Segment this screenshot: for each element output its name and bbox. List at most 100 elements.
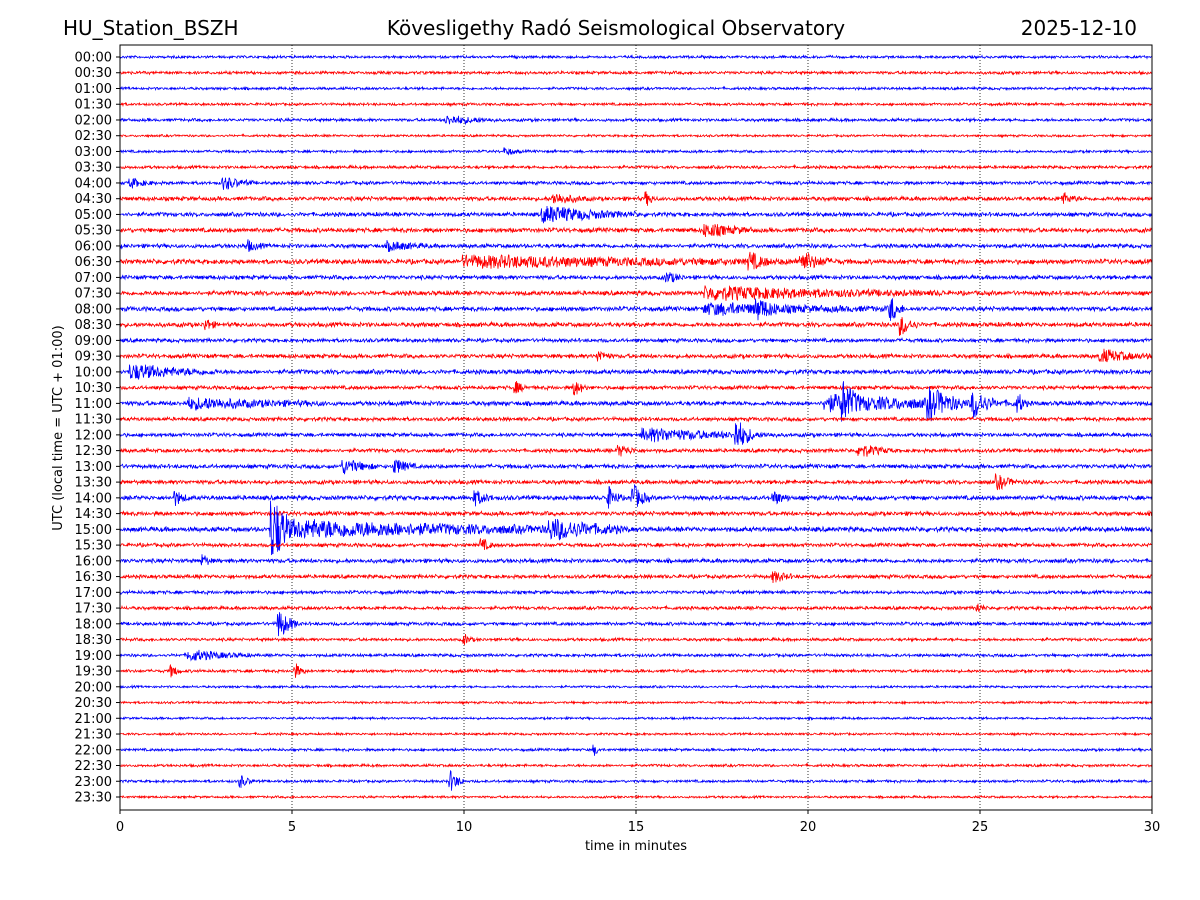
y-tick-label: 01:30 (75, 98, 112, 113)
trace-0200 (119, 115, 1153, 126)
y-tick-label: 02:30 (75, 129, 112, 144)
x-tick-label: 0 (116, 820, 124, 835)
y-tick-label: 17:00 (75, 586, 112, 601)
trace-2230 (119, 762, 1153, 769)
trace-2330 (120, 794, 1153, 800)
trace-1500 (119, 500, 1153, 556)
y-tick-label: 05:30 (75, 224, 112, 239)
x-tick-label: 5 (288, 820, 296, 835)
trace-0230 (119, 132, 1153, 139)
trace-1600 (119, 554, 1153, 566)
y-tick-label: 06:30 (75, 255, 112, 270)
y-tick-label: 10:30 (75, 381, 112, 396)
trace-0630 (119, 251, 1153, 271)
y-tick-label: 19:00 (75, 649, 112, 664)
trace-1130 (119, 415, 1153, 423)
trace-1530 (119, 538, 1153, 551)
trace-0800 (120, 298, 1153, 321)
trace-1430 (119, 509, 1153, 518)
x-tick-label: 30 (1144, 820, 1161, 835)
trace-0330 (119, 164, 1153, 171)
y-tick-label: 07:00 (75, 271, 112, 286)
trace-1030 (119, 380, 1153, 396)
trace-1930 (119, 663, 1153, 678)
y-tick-label: 08:00 (75, 302, 112, 317)
y-tick-label: 00:00 (75, 51, 112, 66)
y-tick-label: 23:30 (75, 791, 112, 806)
trace-2030 (119, 699, 1153, 706)
trace-1230 (119, 444, 1153, 457)
x-tick-label: 10 (456, 820, 473, 835)
trace-0600 (119, 239, 1153, 253)
trace-2300 (119, 769, 1153, 791)
y-tick-label: 08:30 (75, 318, 112, 333)
y-tick-label: 11:00 (75, 397, 112, 412)
trace-2000 (119, 684, 1153, 690)
y-tick-label: 15:00 (75, 523, 112, 538)
trace-0100 (119, 85, 1153, 92)
trace-1900 (120, 649, 1153, 662)
y-tick-label: 00:30 (75, 66, 112, 81)
y-axis-label: UTC (local time = UTC + 01:00) (51, 325, 66, 530)
y-tick-label: 16:00 (75, 554, 112, 569)
trace-1830 (119, 634, 1153, 645)
y-tick-label: 13:00 (75, 460, 112, 475)
date-title: 2025-12-10 (1020, 16, 1137, 40)
trace-0000 (119, 54, 1152, 60)
y-tick-label: 02:00 (75, 113, 112, 128)
trace-0400 (119, 177, 1153, 190)
trace-1000 (119, 364, 1153, 380)
y-tick-label: 18:30 (75, 633, 112, 648)
x-tick-label: 15 (628, 820, 645, 835)
x-tick-label: 20 (800, 820, 817, 835)
trace-1700 (119, 588, 1153, 596)
y-tick-label: 12:30 (75, 444, 112, 459)
trace-1400 (119, 483, 1153, 509)
trace-0700 (119, 272, 1153, 283)
trace-1730 (119, 603, 1153, 612)
y-tick-label: 22:30 (75, 759, 112, 774)
trace-1100 (119, 381, 1153, 422)
trace-1300 (119, 459, 1153, 475)
y-tick-label: 03:00 (75, 145, 112, 160)
x-axis-label: time in minutes (585, 839, 687, 854)
trace-1200 (119, 422, 1153, 445)
trace-0900 (119, 336, 1153, 345)
y-tick-label: 09:00 (75, 334, 112, 349)
trace-0530 (119, 223, 1152, 238)
y-tick-label: 14:30 (75, 507, 112, 522)
y-tick-label: 16:30 (75, 570, 112, 585)
y-tick-label: 13:30 (75, 476, 112, 491)
y-tick-label: 15:30 (75, 539, 112, 554)
y-tick-label: 10:00 (75, 365, 112, 380)
y-tick-label: 14:00 (75, 491, 112, 506)
trace-2130 (119, 731, 1153, 737)
trace-0130 (119, 101, 1153, 108)
trace-0430 (119, 191, 1153, 206)
trace-0030 (119, 69, 1153, 76)
observatory-title: Kövesligethy Radó Seismological Observat… (386, 16, 846, 40)
trace-1800 (119, 612, 1153, 637)
y-tick-label: 18:00 (75, 617, 112, 632)
trace-1330 (119, 473, 1153, 491)
y-tick-label: 01:00 (75, 82, 112, 97)
trace-0730 (119, 285, 1153, 301)
trace-0300 (119, 147, 1153, 156)
y-tick-label: 23:00 (75, 775, 112, 790)
trace-0830 (119, 317, 1153, 336)
trace-2100 (119, 715, 1153, 722)
y-tick-label: 04:30 (75, 192, 112, 207)
y-tick-label: 11:30 (75, 413, 112, 428)
y-tick-label: 21:30 (75, 728, 112, 743)
station-title: HU_Station_BSZH (63, 16, 239, 40)
y-tick-label: 06:00 (75, 239, 112, 254)
y-tick-label: 12:00 (75, 428, 112, 443)
y-tick-label: 05:00 (75, 208, 112, 223)
trace-0930 (119, 348, 1153, 363)
y-tick-label: 17:30 (75, 602, 112, 617)
y-tick-label: 22:00 (75, 743, 112, 758)
x-tick-label: 25 (972, 820, 989, 835)
y-tick-label: 03:30 (75, 161, 112, 176)
trace-0500 (119, 205, 1153, 224)
